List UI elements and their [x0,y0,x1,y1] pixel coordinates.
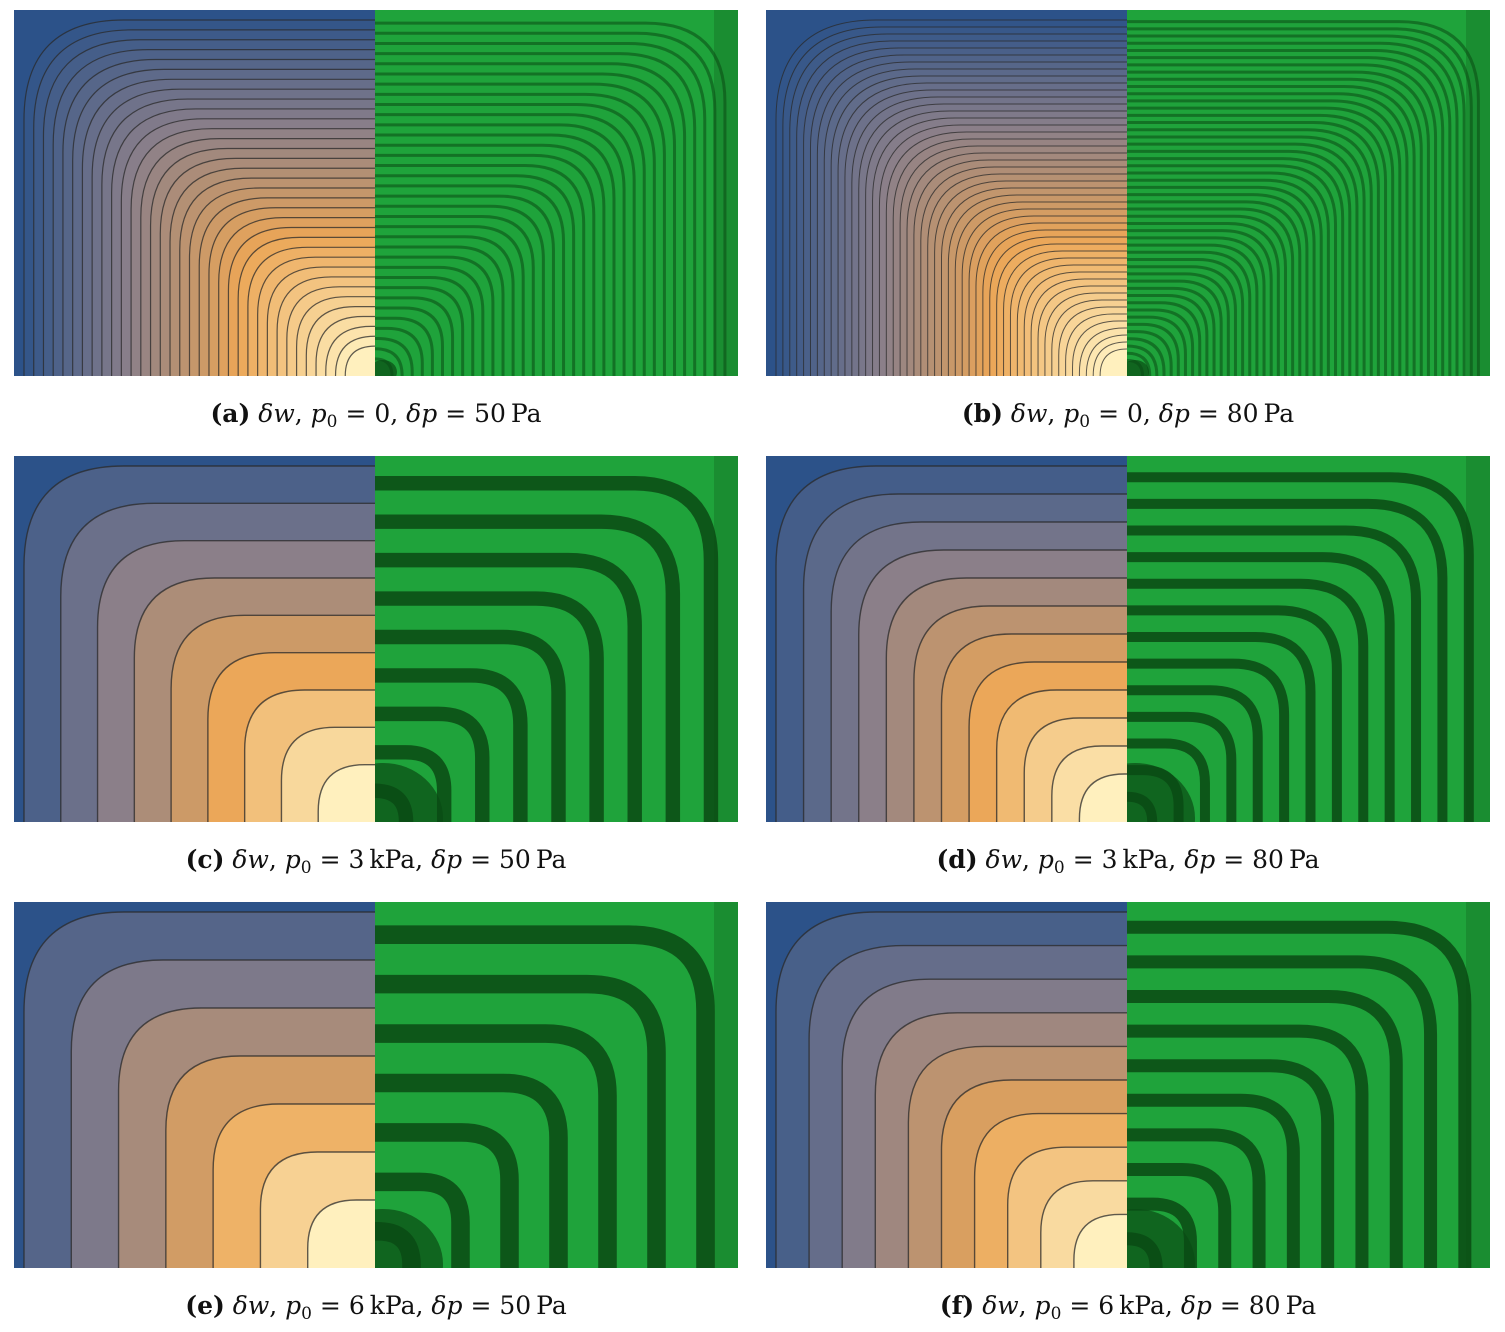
caption-e-var: δw [232,1291,270,1320]
caption-c-p0: 3 [348,845,365,874]
caption-b: (b) δw, p0 = 0, δp = 80 Pa [961,399,1295,432]
caption-e-p0: 6 [348,1291,365,1320]
caption-f-dp: 80 [1248,1291,1281,1320]
caption-f-var: δw [982,1291,1019,1320]
caption-a-dp: 50 [474,399,506,428]
caption-b-label: (b) [961,399,1003,428]
panel-a-image [14,10,738,376]
caption-e-dp: 50 [499,1291,532,1320]
panel-c-image [14,456,738,822]
fringe-image [375,10,738,376]
contour-plot [14,10,375,376]
caption-a-var: δw [258,399,295,428]
contour-plot [766,456,1127,822]
caption-f: (f) δw, p0 = 6 kPa, δp = 80 Pa [939,1291,1317,1324]
caption-b-var: δw [1010,399,1048,428]
fringe-image [1127,902,1490,1268]
contour-plot [14,456,375,822]
panel-d-image [766,456,1490,822]
contour-plot [766,10,1127,376]
caption-c-label: (c) [185,845,225,874]
fringe-image [1127,456,1490,822]
contour-plot [14,902,375,1268]
caption-c-dp: 50 [499,845,531,874]
caption-d: (d) δw, p0 = 3 kPa, δp = 80 Pa [936,845,1320,878]
panel-f-image [766,902,1490,1268]
panel-b [766,10,1490,376]
panel-b-image [766,10,1490,376]
caption-c-var: δw [232,845,269,874]
fringe-image [1127,10,1490,376]
caption-d-p0: 3 [1101,845,1118,874]
caption-c: (c) δw, p0 = 3 kPa, δp = 50 Pa [185,845,567,878]
caption-d-var: δw [985,845,1022,874]
caption-a: (a) δw, p0 = 0, δp = 50 Pa [210,399,542,432]
caption-d-label: (d) [936,845,978,874]
fringe-image [375,902,738,1268]
fringe-image [375,456,738,822]
panel-d [766,456,1490,822]
caption-d-dp: 80 [1252,845,1284,874]
panel-f [766,902,1490,1268]
caption-a-p0: 0 [374,399,391,428]
panel-a [14,10,738,376]
panel-e [14,902,738,1268]
caption-e-label: (e) [185,1291,225,1320]
contour-plot [766,902,1127,1268]
caption-f-p0: 6 [1098,1291,1115,1320]
caption-f-label: (f) [939,1291,975,1320]
caption-a-label: (a) [210,399,251,428]
caption-e: (e) δw, p0 = 6 kPa, δp = 50 Pa [185,1291,567,1324]
caption-b-p0: 0 [1126,399,1143,428]
panel-e-image [14,902,738,1268]
panel-c [14,456,738,822]
caption-b-dp: 80 [1226,399,1259,428]
